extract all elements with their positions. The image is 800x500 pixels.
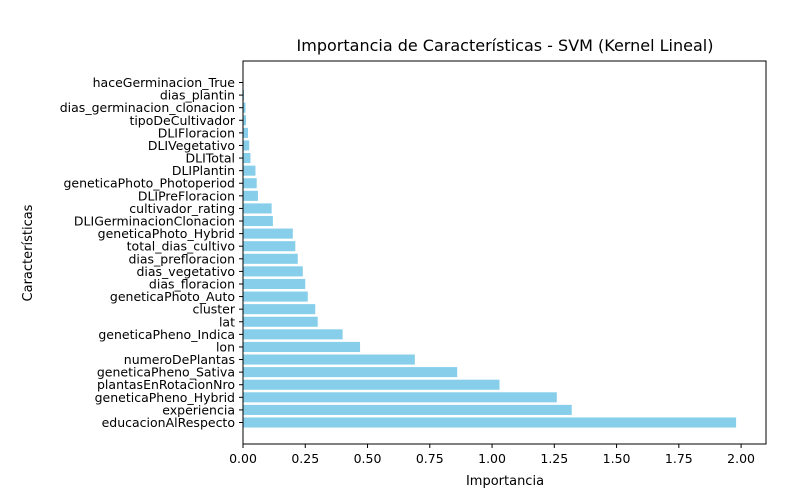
y-tick-label-lat: lat xyxy=(219,314,235,329)
bar-dlifloracion xyxy=(243,127,248,138)
y-tick-label-dliplantin: DLIPlantin xyxy=(172,163,235,178)
bar-geneticaphoto-auto xyxy=(243,291,308,302)
y-tick-label-tipodecultivador: tipoDeCultivador xyxy=(129,113,235,128)
y-tick-label-educacionalrespecto: educacionAlRespecto xyxy=(102,415,235,430)
bar-lon xyxy=(243,341,361,352)
bar-tipodecultivador xyxy=(243,115,246,126)
y-tick-label-total-dias-cultivo: total_dias_cultivo xyxy=(127,239,235,254)
y-tick-label-geneticaphoto-hybrid: geneticaPhoto_Hybrid xyxy=(98,226,235,241)
bar-dias-floracion xyxy=(243,278,306,290)
x-tick-label: 0.50 xyxy=(354,451,382,466)
y-tick-label-dlitotal: DLITotal xyxy=(186,151,235,166)
y-tick-label-dias-vegetativo: dias_vegetativo xyxy=(136,264,235,279)
bar-geneticaphoto-photoperiod xyxy=(243,178,257,189)
y-tick-label-dias-floracion: dias_floracion xyxy=(149,276,235,291)
y-tick-label-geneticapheno-hybrid: geneticaPheno_Hybrid xyxy=(95,390,235,405)
y-tick-label-geneticaphoto-photoperiod: geneticaPhoto_Photoperiod xyxy=(63,176,235,191)
y-tick-label-lon: lon xyxy=(216,339,235,354)
bar-dias-vegetativo xyxy=(243,266,303,277)
y-tick-label-geneticapheno-indica: geneticaPheno_Indica xyxy=(98,327,235,342)
bar-dliplantin xyxy=(243,165,256,176)
plot-frame xyxy=(242,60,767,445)
bar-cluster xyxy=(243,304,316,315)
y-tick-label-geneticapheno-sativa: geneticaPheno_Sativa xyxy=(97,365,235,380)
y-tick-label-dlivegetativo: DLIVegetativo xyxy=(148,138,235,153)
x-tick-label: 0.25 xyxy=(291,451,319,466)
y-tick-label-dias-germinacion-clonacion: dias_germinacion_clonacion xyxy=(60,100,235,115)
y-tick-label-dlifloracion: DLIFloracion xyxy=(158,125,235,140)
x-axis-label: Importancia xyxy=(466,474,544,489)
y-tick-label-cultivador-rating: cultivador_rating xyxy=(129,201,235,216)
y-tick-label-cluster: cluster xyxy=(192,302,235,317)
x-tick-label: 0.75 xyxy=(416,451,444,466)
bar-dias-germinacion-clonacion xyxy=(243,102,246,113)
bar-plantasenrotacionnro xyxy=(243,379,500,390)
y-tick-label-dias-prefloracion: dias_prefloracion xyxy=(128,251,235,266)
y-tick-label-hacegerminacion-true: haceGerminacion_True xyxy=(93,75,236,90)
bar-total-dias-cultivo xyxy=(243,241,296,252)
bar-dias-prefloracion xyxy=(243,253,298,264)
bar-lat xyxy=(243,316,318,327)
bar-dlitotal xyxy=(243,153,251,164)
bar-dliprefloracion xyxy=(243,190,258,201)
bar-geneticaphoto-hybrid xyxy=(243,228,293,239)
x-tick-label: 1.75 xyxy=(665,451,693,466)
y-tick-label-plantasenrotacionnro: plantasEnRotacionNro xyxy=(97,377,235,392)
y-tick-label-dligerminacionclonacion: DLIGerminacionClonacion xyxy=(74,214,235,229)
y-tick-label-dias-plantin: dias_plantin xyxy=(160,88,235,103)
y-tick-label-geneticaphoto-auto: geneticaPhoto_Auto xyxy=(110,289,235,304)
x-tick-label: 1.50 xyxy=(603,451,631,466)
y-axis-label: Características xyxy=(21,204,36,301)
bar-cultivador-rating xyxy=(243,203,272,214)
y-tick-label-dliprefloracion: DLIPreFloracion xyxy=(138,188,235,203)
x-tick-label: 1.00 xyxy=(478,451,506,466)
chart-title: Importancia de Características - SVM (Ke… xyxy=(297,36,714,55)
x-tick-label: 0.00 xyxy=(229,451,257,466)
bar-experiencia xyxy=(243,404,572,415)
x-tick-label: 2.00 xyxy=(727,451,755,466)
x-tick-label: 1.25 xyxy=(540,451,568,466)
bar-geneticapheno-hybrid xyxy=(243,392,557,403)
bar-dligerminacionclonacion xyxy=(243,215,273,227)
bar-educacionalrespecto xyxy=(243,417,737,428)
y-tick-label-experiencia: experiencia xyxy=(162,402,235,417)
bar-geneticapheno-sativa xyxy=(243,367,458,378)
bar-geneticapheno-indica xyxy=(243,329,343,340)
bar-numerodeplantas xyxy=(243,354,415,365)
y-tick-label-numerodeplantas: numeroDePlantas xyxy=(124,352,235,367)
bar-dlivegetativo xyxy=(243,140,250,151)
